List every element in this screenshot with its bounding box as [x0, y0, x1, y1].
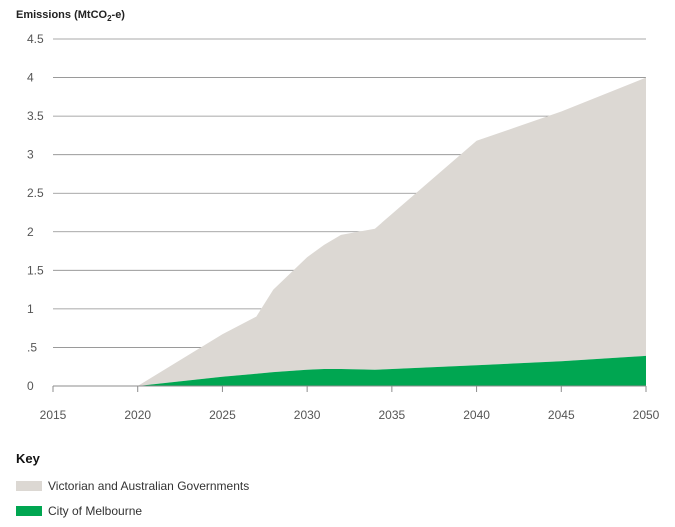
- x-tick-label: 2050: [633, 408, 660, 422]
- y-axis-label: Emissions (MtCO2-e): [16, 9, 125, 23]
- legend-item-governments: Victorian and Australian Governments: [16, 477, 249, 494]
- legend-swatch-city-of-melbourne: [16, 505, 42, 516]
- x-tick-label: 2035: [379, 408, 406, 422]
- y-tick-label: 4.5: [27, 32, 44, 46]
- x-tick-label: 2020: [124, 408, 151, 422]
- y-axis-label-subscript: 2: [107, 14, 112, 23]
- legend: Key Victorian and Australian Governments…: [16, 451, 249, 527]
- y-tick-label: 4: [27, 71, 34, 85]
- x-tick-label: 2025: [209, 408, 236, 422]
- legend-label-governments: Victorian and Australian Governments: [48, 478, 250, 493]
- legend-label-city-of-melbourne: City of Melbourne: [48, 503, 143, 518]
- y-tick-label: 0: [27, 379, 34, 393]
- y-tick-label: 1: [27, 302, 34, 316]
- x-axis: [52, 385, 647, 392]
- y-tick-label: 2: [27, 225, 34, 239]
- emissions-chart: Emissions (MtCO2-e) 0.511.522.533.544.5 …: [16, 9, 660, 422]
- legend-title: Key: [16, 451, 40, 466]
- legend-item-city-of-melbourne: City of Melbourne: [16, 502, 249, 519]
- area-victorian-and-australian-governments: [137, 77, 646, 386]
- x-tick-labels: 2015 2020 2025 2030 2035 2040 2045 2050: [40, 408, 660, 422]
- y-tick-label: .5: [27, 340, 37, 354]
- x-tick-label: 2045: [548, 408, 575, 422]
- y-tick-labels: 0 .5 1 1.5 2 2.5 3 3.5 4 4.5: [27, 32, 44, 393]
- y-tick-label: 3.5: [27, 109, 44, 123]
- x-tick-label: 2015: [40, 408, 67, 422]
- x-tick-label: 2030: [294, 408, 321, 422]
- x-tick-label: 2040: [463, 408, 490, 422]
- y-axis-label-main: Emissions (MtCO: [16, 9, 108, 21]
- y-tick-label: 1.5: [27, 263, 44, 277]
- legend-swatch-governments: [16, 480, 42, 491]
- area-series: [137, 77, 646, 386]
- area-city-of-melbourne: [137, 355, 646, 386]
- y-axis-label-tail: -e): [112, 9, 126, 21]
- y-tick-label: 3: [27, 148, 34, 162]
- y-tick-label: 2.5: [27, 186, 44, 200]
